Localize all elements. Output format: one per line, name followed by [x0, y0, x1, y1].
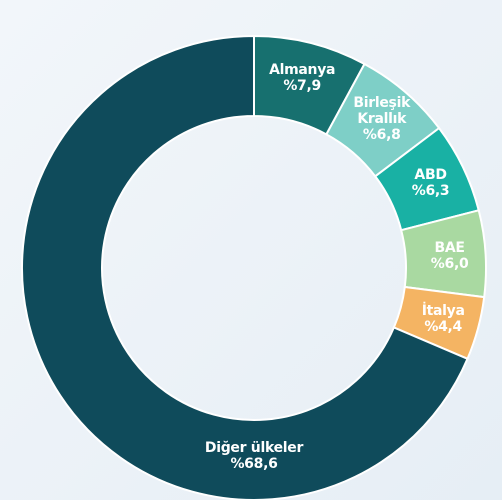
category-label: ABD	[414, 166, 447, 183]
value-label: %7,9	[283, 78, 321, 94]
value-label: %4,4	[424, 319, 463, 336]
value-label: %6,0	[430, 255, 469, 272]
category-label: Diğer ülkeler	[204, 440, 304, 456]
category-label: BAE	[434, 239, 465, 256]
slice-label: Diğer ülkeler %68,6	[174, 440, 334, 472]
value-label: %6,8	[362, 127, 401, 144]
value-label: %6,3	[411, 182, 450, 199]
slice-label: Almanya %7,9	[262, 62, 342, 94]
slice-label: Birleşik Krallık %6,8	[342, 95, 422, 143]
value-label: %68,6	[230, 456, 278, 472]
slice-label: ABD %6,3	[391, 167, 471, 199]
category-label: İtalya	[421, 303, 465, 320]
slice-label: İtalya %4,4	[403, 303, 483, 335]
donut-slice	[21, 34, 469, 500]
slice-label: BAE %6,0	[410, 240, 490, 272]
category-label: Almanya	[269, 62, 336, 78]
category-label: Birleşik Krallık	[353, 95, 411, 128]
